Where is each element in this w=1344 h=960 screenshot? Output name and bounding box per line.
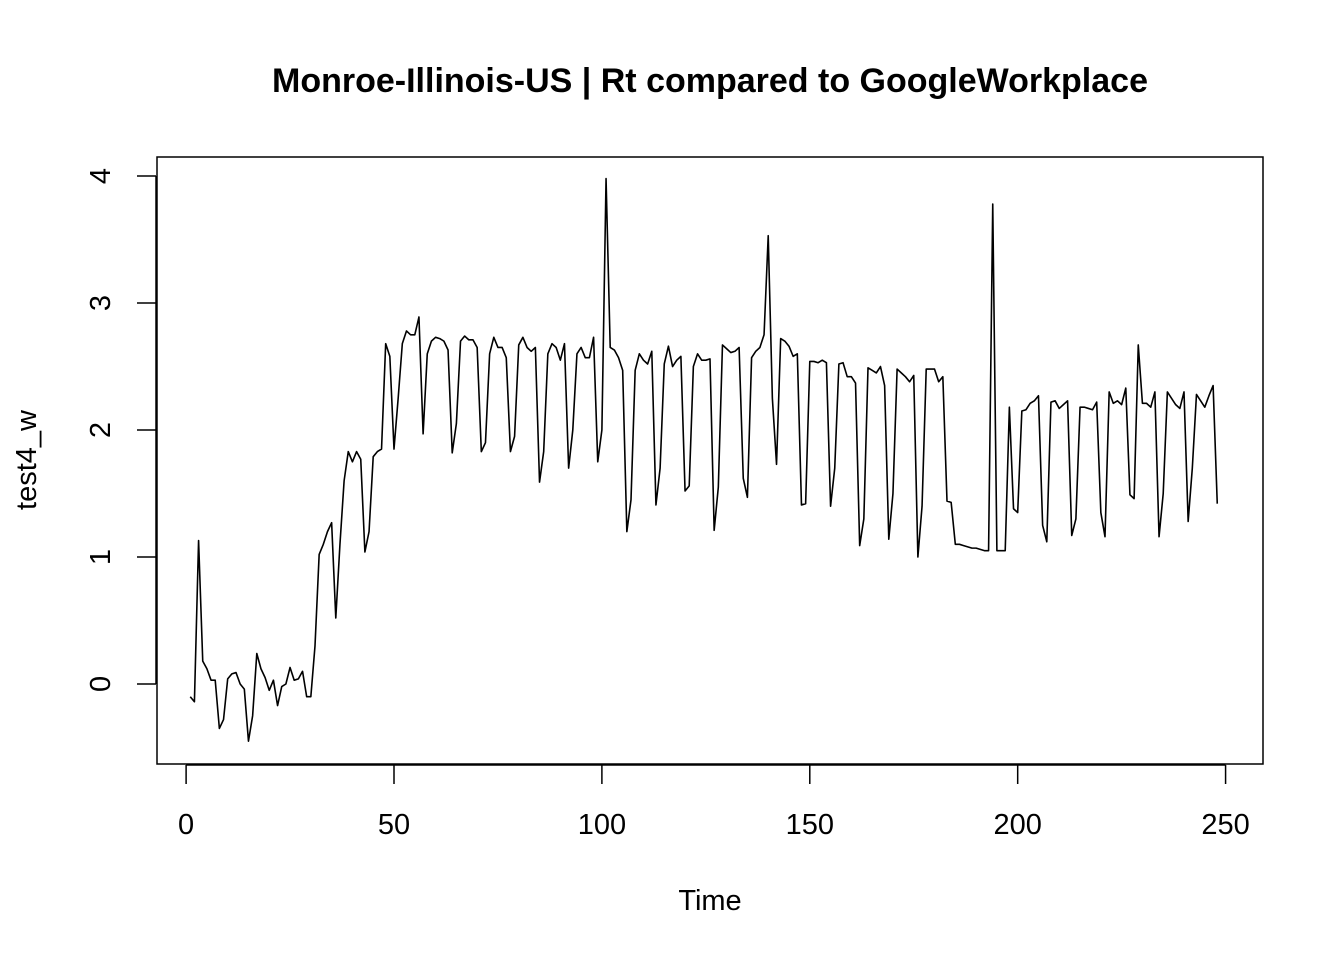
x-tick-label: 150 bbox=[786, 809, 834, 841]
plot-frame bbox=[156, 156, 1264, 765]
y-tick-label: 4 bbox=[85, 168, 117, 184]
chart-title: Monroe-Illinois-US | Rt compared to Goog… bbox=[272, 62, 1148, 100]
x-tick-label: 50 bbox=[378, 809, 410, 841]
x-tick-label: 0 bbox=[178, 809, 194, 841]
y-tick-label: 2 bbox=[85, 422, 117, 438]
x-axis-label: Time bbox=[678, 885, 741, 917]
y-tick-label: 0 bbox=[85, 676, 117, 692]
x-tick-label: 100 bbox=[578, 809, 626, 841]
y-tick-label: 3 bbox=[85, 295, 117, 311]
y-axis: 0 1 2 3 4 bbox=[85, 168, 157, 692]
x-axis: 0 50 100 150 200 250 bbox=[178, 764, 1250, 841]
y-tick-label: 1 bbox=[85, 549, 117, 565]
x-tick-label: 250 bbox=[1201, 809, 1249, 841]
x-tick-label: 200 bbox=[993, 809, 1041, 841]
series-layer bbox=[189, 177, 1219, 742]
y-axis-label: test4_w bbox=[11, 409, 43, 510]
series-line bbox=[189, 177, 1219, 742]
